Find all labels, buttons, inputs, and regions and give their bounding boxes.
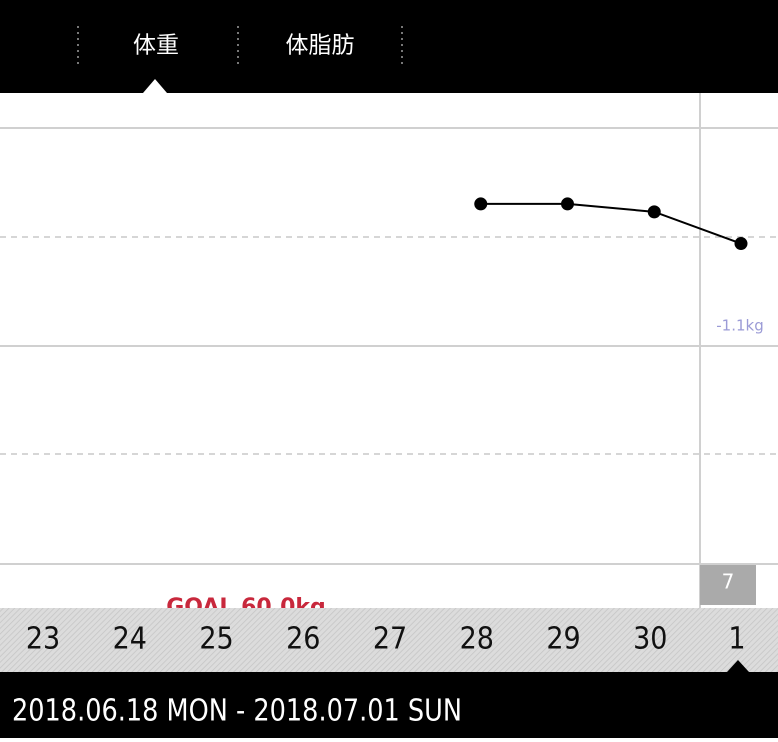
data-point (647, 205, 661, 219)
badge (700, 565, 756, 605)
x-tick-label[interactable]: 28 (460, 622, 494, 657)
tab-indicator (143, 79, 167, 93)
tab[interactable]: 体脂肪 (286, 33, 355, 59)
x-tick-label[interactable]: 25 (199, 622, 233, 657)
x-tick-label[interactable]: 1 (728, 622, 745, 657)
x-tick-label[interactable]: 24 (113, 622, 147, 657)
date-range: 2018.06.18 MON - 2018.07.01 SUN (12, 694, 462, 729)
weight-line (480, 202, 742, 245)
data-point (474, 197, 488, 211)
x-tick-label[interactable]: 23 (26, 622, 60, 657)
data-point (561, 197, 574, 211)
goal-label: GOAL 60.0kg (166, 595, 326, 620)
x-tick-label[interactable]: 29 (546, 622, 580, 657)
date-strip (0, 608, 778, 672)
footer (0, 672, 778, 738)
chart: 23 24 25 26 27 28 29 30 1 (26, 197, 748, 657)
data-point (734, 237, 748, 251)
x-tick-label[interactable]: 26 (286, 622, 320, 657)
tab[interactable]: 体重 (133, 33, 179, 59)
day-indicator (727, 660, 749, 672)
badge-text: 7 (722, 570, 735, 594)
x-tick-label[interactable]: 27 (373, 622, 407, 657)
x-tick-label[interactable]: 30 (633, 622, 667, 657)
change-label: -1.1kg (716, 317, 763, 335)
plot-area (0, 93, 778, 608)
tab-bar (0, 0, 778, 93)
